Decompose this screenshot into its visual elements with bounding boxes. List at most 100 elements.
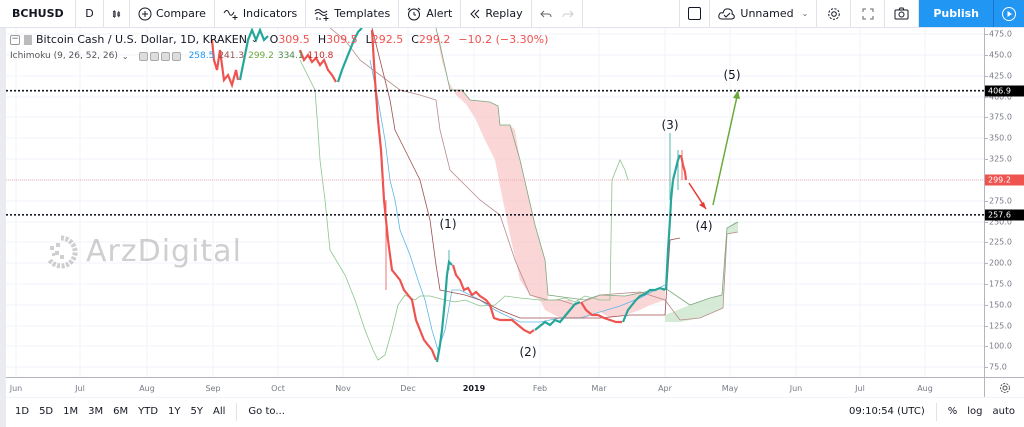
layout-name-button[interactable]: Unnamed ⌄: [710, 0, 818, 27]
divider: [236, 402, 238, 421]
price-tick: 350.0: [989, 133, 1012, 143]
time-tick: Mar: [591, 384, 607, 393]
price-tick: 475.0: [989, 29, 1012, 39]
range-5d[interactable]: 5D: [39, 406, 54, 417]
indicator-title[interactable]: Ichimoku (9, 26, 52, 26): [10, 51, 118, 61]
rewind-icon: [470, 9, 480, 18]
symbol-search[interactable]: BCHUSD: [0, 0, 76, 27]
time-tick: Jun: [789, 384, 803, 393]
ichimoku-cloud-bearish: [436, 28, 665, 318]
alert-button[interactable]: Alert: [399, 0, 462, 27]
arzdigital-logo-icon: [46, 234, 78, 268]
price-tick: 250.0: [989, 217, 1012, 227]
range-ytd[interactable]: YTD: [138, 406, 159, 417]
last-price-badge: 299.2: [985, 174, 1024, 186]
price-tick: 75.0: [989, 362, 1007, 372]
range-all[interactable]: All: [213, 406, 226, 417]
templates-icon: [314, 8, 329, 21]
indicator-source-icon[interactable]: [160, 51, 170, 61]
chart-pane[interactable]: ArzDigital (1) (2) (3) (4) (5): [6, 28, 984, 377]
play-circle-icon: [1002, 6, 1016, 21]
cloud-check-icon: [718, 8, 736, 20]
ohlc-low: L292.5: [365, 33, 404, 46]
price-tick: 225.0: [989, 237, 1012, 247]
price-tick: 400.0: [989, 92, 1012, 102]
percent-scale-toggle[interactable]: %: [947, 406, 958, 417]
publish-button[interactable]: Publish: [919, 0, 994, 27]
time-axis[interactable]: Jun Jul Aug Sep Oct Nov Dec 2019 Feb Mar…: [6, 377, 984, 397]
undo-redo-group: [532, 0, 583, 27]
price-tick: 175.0: [989, 279, 1012, 289]
indicators-icon: [223, 9, 238, 20]
fullscreen-button[interactable]: [851, 0, 886, 27]
wave-label-5: (5): [723, 68, 741, 82]
settings-button[interactable]: [817, 0, 852, 27]
gear-icon: [828, 7, 840, 20]
ichimoku-cloud-bullish: [665, 222, 738, 322]
price-chart[interactable]: [6, 28, 984, 377]
camera-icon: [894, 7, 909, 20]
screenshot-button[interactable]: [885, 0, 920, 27]
layout-toggle-button[interactable]: [679, 0, 711, 27]
time-tick: Feb: [532, 384, 548, 393]
range-1d[interactable]: 1D: [15, 406, 30, 417]
go-to-date-button[interactable]: Go to...: [248, 406, 285, 417]
compare-button[interactable]: Compare: [130, 0, 215, 27]
axis-settings-button[interactable]: [984, 377, 1024, 397]
candles: [210, 28, 688, 363]
alert-label: Alert: [426, 7, 453, 20]
left-toolbar-edge: [0, 28, 6, 427]
templates-button[interactable]: Templates: [306, 0, 400, 27]
range-1y[interactable]: 1Y: [168, 406, 181, 417]
span-a-value: 334.1: [277, 51, 304, 61]
range-5y[interactable]: 5Y: [190, 406, 204, 417]
chikou-value: 299.2: [248, 51, 274, 61]
time-tick-year: 2019: [462, 384, 486, 393]
series-menu-chevron-icon[interactable]: ⌄: [250, 35, 258, 44]
projection-arrow-up: [712, 90, 740, 206]
hide-indicator-icon[interactable]: [138, 51, 148, 61]
templates-label: Templates: [334, 7, 391, 20]
time-tick: Dec: [400, 384, 416, 393]
interval-button[interactable]: D: [76, 0, 104, 27]
price-axis[interactable]: 475.0 450.0 425.0 400.0 375.0 350.0 325.…: [984, 28, 1024, 377]
time-tick: Jul: [855, 384, 865, 393]
auto-scale-toggle[interactable]: auto: [992, 406, 1015, 417]
indicators-button[interactable]: Indicators: [215, 0, 307, 27]
redo-icon[interactable]: [562, 8, 574, 20]
range-1m[interactable]: 1M: [63, 406, 79, 417]
chart-type-button[interactable]: [104, 0, 130, 27]
fullscreen-icon: [862, 8, 874, 19]
series-legend: − Bitcoin Cash / U.S. Dollar, 1D, KRAKEN…: [10, 33, 548, 46]
price-tick: 450.0: [989, 50, 1012, 60]
range-6m[interactable]: 6M: [113, 406, 129, 417]
candles-icon: [112, 9, 121, 18]
time-tick: Oct: [271, 384, 285, 393]
remove-indicator-icon[interactable]: [171, 51, 181, 61]
span-b-value: 110.8: [307, 51, 334, 61]
indicators-label: Indicators: [242, 7, 298, 20]
grid-lines: [6, 28, 984, 377]
undo-icon[interactable]: [539, 8, 552, 20]
ohlc-high: H309.5: [317, 33, 358, 46]
indicator-legend: Ichimoku (9, 26, 52, 26) ⌄ 258.5 241.3 2…: [10, 51, 333, 61]
replay-button[interactable]: Replay: [461, 0, 532, 27]
time-tick: Nov: [335, 384, 351, 393]
watermark-text: ArzDigital: [86, 234, 242, 269]
tenkan-value: 258.5: [188, 51, 215, 61]
compare-label: Compare: [156, 7, 206, 20]
log-scale-toggle[interactable]: log: [967, 406, 983, 417]
range-3m[interactable]: 3M: [88, 406, 104, 417]
utc-clock[interactable]: 09:10:54 (UTC): [849, 406, 925, 417]
price-tick: 325.0: [989, 154, 1012, 164]
time-tick: Apr: [658, 384, 672, 393]
divider: [935, 402, 937, 421]
price-change: −10.2 (−3.30%): [458, 33, 549, 46]
publish-menu-button[interactable]: [994, 0, 1024, 27]
collapse-legend-icon[interactable]: −: [10, 33, 20, 45]
series-title[interactable]: Bitcoin Cash / U.S. Dollar, 1D, KRAKEN: [36, 33, 247, 46]
indicator-chevron-icon[interactable]: ⌄: [121, 51, 129, 61]
indicator-settings-icon[interactable]: [149, 51, 159, 61]
time-tick: Jun: [9, 384, 23, 393]
time-tick: Aug: [139, 384, 155, 393]
